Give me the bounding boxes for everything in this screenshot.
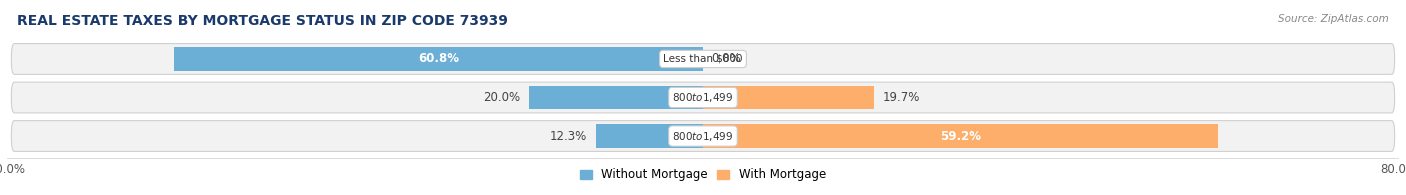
Text: $800 to $1,499: $800 to $1,499	[672, 129, 734, 143]
Bar	[703, 86, 875, 109]
FancyBboxPatch shape	[11, 121, 1395, 152]
Text: 59.2%: 59.2%	[941, 129, 981, 143]
Text: REAL ESTATE TAXES BY MORTGAGE STATUS IN ZIP CODE 73939: REAL ESTATE TAXES BY MORTGAGE STATUS IN …	[17, 14, 508, 28]
FancyBboxPatch shape	[11, 43, 1395, 74]
Bar	[703, 124, 1218, 148]
Bar	[529, 86, 703, 109]
Bar	[596, 124, 703, 148]
Text: 19.7%: 19.7%	[883, 91, 921, 104]
Legend: Without Mortgage, With Mortgage: Without Mortgage, With Mortgage	[581, 168, 825, 182]
Text: 0.0%: 0.0%	[711, 52, 741, 66]
Text: Source: ZipAtlas.com: Source: ZipAtlas.com	[1278, 14, 1389, 24]
Text: 12.3%: 12.3%	[550, 129, 588, 143]
FancyBboxPatch shape	[11, 82, 1395, 113]
Text: Less than $800: Less than $800	[664, 54, 742, 64]
Text: 60.8%: 60.8%	[418, 52, 458, 66]
Text: 20.0%: 20.0%	[484, 91, 520, 104]
Text: $800 to $1,499: $800 to $1,499	[672, 91, 734, 104]
Bar	[174, 47, 703, 71]
